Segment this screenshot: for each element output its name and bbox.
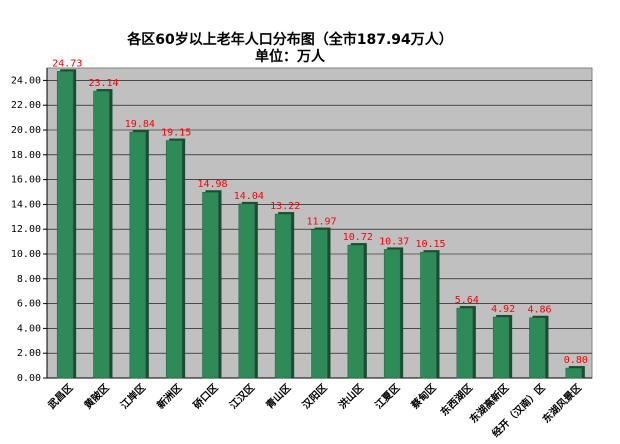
y-tick-label: 12.00 (11, 224, 41, 235)
value-label: 14.04 (234, 191, 264, 202)
value-label: 11.97 (306, 217, 336, 228)
value-label: 4.86 (527, 305, 551, 316)
x-tick-label: 东湖风景区 (540, 381, 585, 426)
bar (383, 249, 401, 379)
value-label: 14.98 (197, 179, 227, 190)
y-tick-label: 4.00 (17, 323, 41, 334)
x-tick-label: 硚口区 (191, 382, 221, 412)
bar (565, 367, 583, 379)
chart-title: 各区60岁以上老年人口分布图（全市187.94万人） (126, 31, 453, 48)
x-tick-label: 江汉区 (227, 381, 257, 411)
value-label: 13.22 (270, 201, 300, 212)
y-tick-label: 14.00 (11, 199, 41, 210)
y-tick-label: 20.00 (11, 125, 41, 136)
bar (529, 317, 546, 379)
x-tick-label: 江岸区 (118, 381, 148, 411)
chart-subtitle: 单位：万人 (255, 48, 326, 65)
x-tick-label: 蔡甸区 (408, 381, 439, 412)
bar (274, 213, 292, 379)
value-label: 19.84 (125, 119, 155, 130)
y-tick-label: 10.00 (11, 249, 41, 260)
bar (129, 131, 147, 379)
y-tick-label: 22.00 (11, 100, 41, 111)
value-label: 10.72 (343, 232, 373, 243)
value-label: 24.73 (52, 58, 82, 69)
y-tick-label: 6.00 (17, 299, 41, 310)
value-label: 10.37 (379, 236, 409, 247)
bar (238, 203, 256, 379)
bar (456, 307, 474, 379)
bar (202, 191, 219, 379)
x-tick-label: 黄陂区 (81, 381, 111, 411)
bar (165, 140, 183, 379)
bar (492, 316, 510, 379)
y-tick-label: 0.00 (17, 373, 41, 384)
value-label: 23.14 (88, 78, 118, 89)
x-tick-label: 东西湖区 (438, 381, 475, 418)
x-tick-label: 新洲区 (154, 381, 184, 411)
value-label: 19.15 (161, 128, 191, 139)
bar (347, 244, 365, 379)
y-tick-label: 24.00 (11, 75, 41, 86)
x-tick-label: 青山区 (263, 381, 293, 411)
x-tick-label: 汉阳区 (299, 381, 329, 411)
bar (420, 251, 437, 379)
value-label: 0.80 (564, 355, 588, 366)
x-tick-label: 武昌区 (45, 381, 75, 411)
y-tick-label: 16.00 (11, 175, 41, 186)
value-label: 4.92 (491, 304, 515, 315)
x-tick-label: 洪山区 (336, 381, 366, 411)
y-tick-label: 2.00 (17, 348, 41, 359)
bar (93, 90, 110, 379)
y-tick-label: 18.00 (11, 150, 41, 161)
bar (56, 71, 74, 379)
x-tick-label: 江夏区 (372, 381, 402, 411)
bar (311, 229, 328, 379)
value-label: 5.64 (455, 295, 479, 306)
value-label: 10.15 (415, 239, 445, 250)
y-tick-label: 8.00 (17, 274, 41, 285)
